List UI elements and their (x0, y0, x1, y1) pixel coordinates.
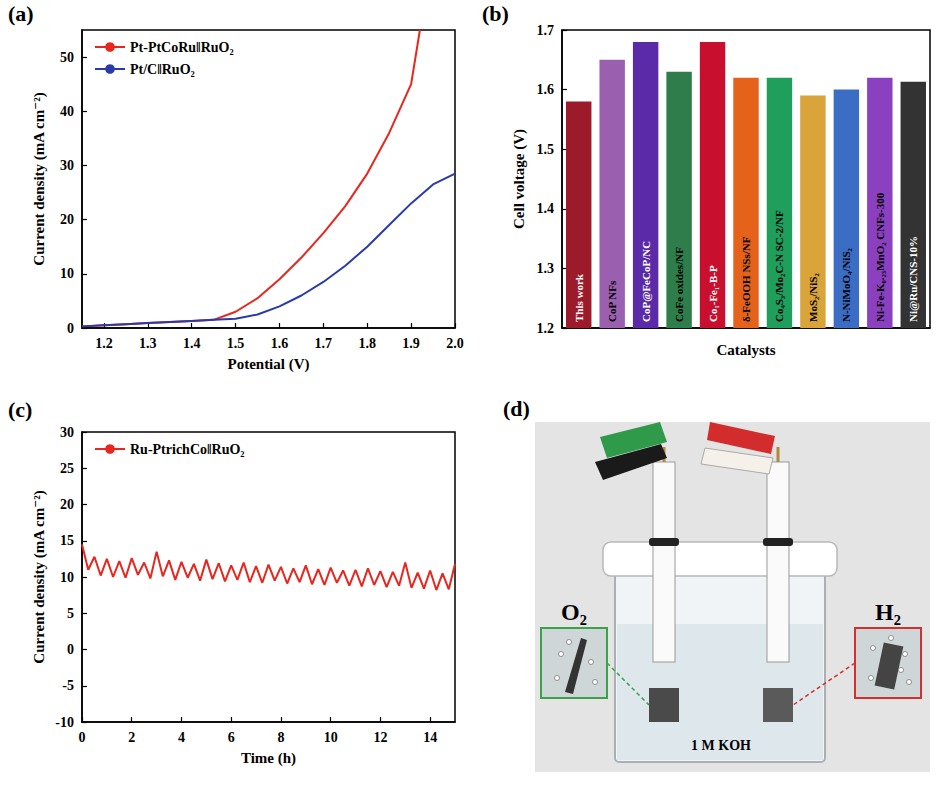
svg-text:Cell voltage (V): Cell voltage (V) (511, 129, 528, 229)
svg-text:1.7: 1.7 (315, 336, 333, 351)
svg-text:1.4: 1.4 (183, 336, 201, 351)
svg-text:Pt/C‖RuO₂: Pt/C‖RuO₂ (130, 62, 195, 77)
svg-text:1.5: 1.5 (537, 142, 555, 157)
svg-text:1.2: 1.2 (95, 336, 113, 351)
svg-text:-10: -10 (55, 715, 74, 730)
svg-text:MoS₂/NiS₂: MoS₂/NiS₂ (807, 273, 819, 322)
svg-text:1.7: 1.7 (537, 23, 555, 38)
svg-text:Co₁-Fe₁-B-P: Co₁-Fe₁-B-P (707, 265, 719, 322)
svg-text:This work: This work (573, 273, 585, 322)
svg-text:30: 30 (60, 425, 74, 440)
svg-text:40: 40 (60, 104, 74, 119)
svg-text:Co₄S₃/Mo₂C-N SC-2/NF: Co₄S₃/Mo₂C-N SC-2/NF (773, 210, 785, 322)
svg-text:1.4: 1.4 (537, 201, 555, 216)
svg-text:1.6: 1.6 (537, 82, 555, 97)
svg-text:1.9: 1.9 (402, 336, 420, 351)
svg-text:N-NiMoO₄/NiS₂: N-NiMoO₄/NiS₂ (840, 247, 852, 322)
svg-text:20: 20 (60, 497, 74, 512)
svg-text:1.6: 1.6 (271, 336, 289, 351)
svg-text:Pt-PtCoRu‖RuO₂: Pt-PtCoRu‖RuO₂ (130, 40, 234, 55)
svg-text:12: 12 (373, 730, 387, 745)
svg-text:CoP NFs: CoP NFs (606, 280, 618, 322)
svg-text:Current density (mA cm⁻²): Current density (mA cm⁻²) (31, 92, 48, 265)
svg-text:0: 0 (79, 730, 86, 745)
svg-text:25: 25 (60, 461, 74, 476)
svg-text:10: 10 (60, 570, 74, 585)
svg-text:1 M KOH: 1 M KOH (691, 738, 751, 753)
svg-text:(c): (c) (8, 397, 32, 422)
svg-text:1.2: 1.2 (537, 321, 555, 336)
svg-text:1.3: 1.3 (537, 261, 555, 276)
svg-text:δ-FeOOH NSs/NF: δ-FeOOH NSs/NF (740, 236, 752, 322)
svg-text:-5: -5 (62, 678, 74, 693)
svg-text:Ni-Fe-K₀.₂₃MnO₂ CNFs-300: Ni-Fe-K₀.₂₃MnO₂ CNFs-300 (874, 192, 886, 322)
svg-text:50: 50 (60, 50, 74, 65)
svg-text:20: 20 (60, 212, 74, 227)
svg-text:10: 10 (324, 730, 338, 745)
svg-text:5: 5 (67, 606, 74, 621)
svg-text:(a): (a) (8, 1, 34, 26)
svg-text:14: 14 (423, 730, 437, 745)
svg-text:2: 2 (128, 730, 135, 745)
svg-text:CoP@FeCoP/NC: CoP@FeCoP/NC (640, 241, 652, 322)
svg-text:Potential (V): Potential (V) (227, 356, 309, 373)
svg-text:Current density (mA cm⁻²): Current density (mA cm⁻²) (31, 490, 48, 663)
svg-text:Catalysts: Catalysts (716, 342, 775, 358)
svg-text:0: 0 (67, 642, 74, 657)
svg-text:H₂: H₂ (875, 599, 901, 625)
svg-text:1.5: 1.5 (227, 336, 245, 351)
svg-text:10: 10 (60, 266, 74, 281)
svg-text:1.3: 1.3 (139, 336, 157, 351)
svg-text:O₂: O₂ (561, 599, 587, 625)
svg-text:Time (h): Time (h) (241, 750, 296, 767)
svg-text:0: 0 (67, 321, 74, 336)
svg-text:Ru-PtrichCo‖RuO₂: Ru-PtrichCo‖RuO₂ (130, 442, 245, 457)
svg-text:1.8: 1.8 (358, 336, 376, 351)
svg-text:6: 6 (228, 730, 235, 745)
svg-text:15: 15 (60, 533, 74, 548)
svg-text:30: 30 (60, 158, 74, 173)
svg-text:2.0: 2.0 (446, 336, 464, 351)
svg-text:CoFe oxides/NF: CoFe oxides/NF (673, 247, 685, 322)
svg-text:(b): (b) (482, 1, 509, 26)
svg-text:Ni@Ru/CNS-10%: Ni@Ru/CNS-10% (907, 236, 919, 322)
svg-text:8: 8 (277, 730, 284, 745)
svg-text:(d): (d) (503, 396, 530, 421)
svg-text:4: 4 (178, 730, 185, 745)
